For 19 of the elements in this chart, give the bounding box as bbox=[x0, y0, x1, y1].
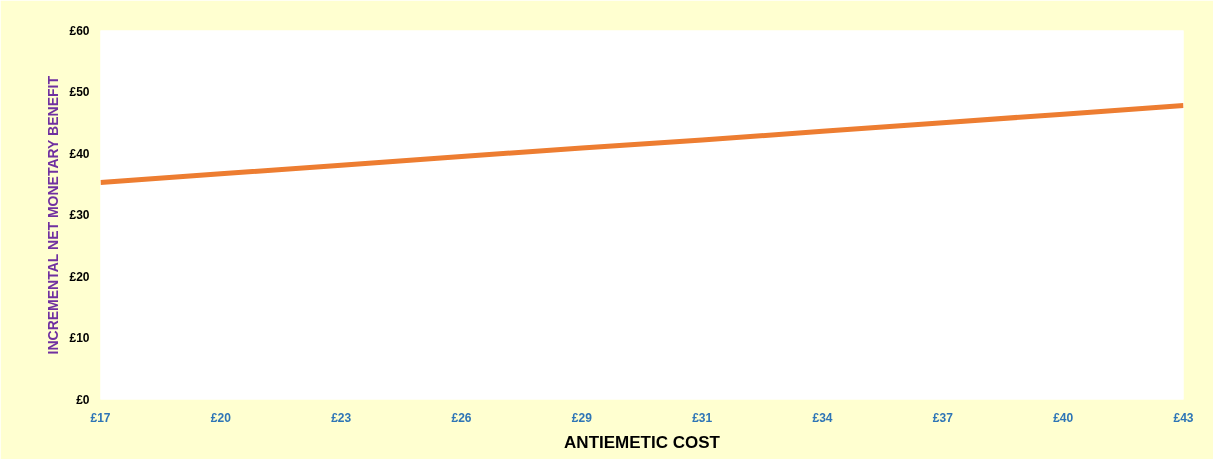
y-tick-label: £40 bbox=[69, 146, 90, 161]
y-axis-title: INCREMENTAL NET MONETARY BENEFIT bbox=[45, 75, 62, 355]
x-tick-label: £20 bbox=[210, 410, 232, 425]
x-tick-label: £17 bbox=[90, 410, 111, 425]
x-tick-label: £31 bbox=[692, 410, 713, 425]
x-tick-label: £26 bbox=[451, 410, 472, 425]
y-tick-label: £60 bbox=[69, 23, 90, 38]
y-tick-label: £50 bbox=[69, 85, 90, 99]
y-tick-label: £20 bbox=[69, 269, 90, 284]
x-tick-label: £23 bbox=[331, 410, 352, 425]
y-tick-label: £10 bbox=[69, 331, 90, 345]
x-axis-title: ANTIEMETIC COST bbox=[564, 432, 721, 452]
x-tick-label: £37 bbox=[932, 410, 954, 425]
y-tick-label: £0 bbox=[76, 392, 90, 407]
x-tick-label: £34 bbox=[812, 410, 833, 425]
x-tick-label: £43 bbox=[1173, 410, 1194, 425]
x-tick-label: £29 bbox=[571, 410, 593, 425]
x-tick-label: £40 bbox=[1053, 410, 1074, 425]
y-tick-label: £30 bbox=[69, 208, 90, 222]
